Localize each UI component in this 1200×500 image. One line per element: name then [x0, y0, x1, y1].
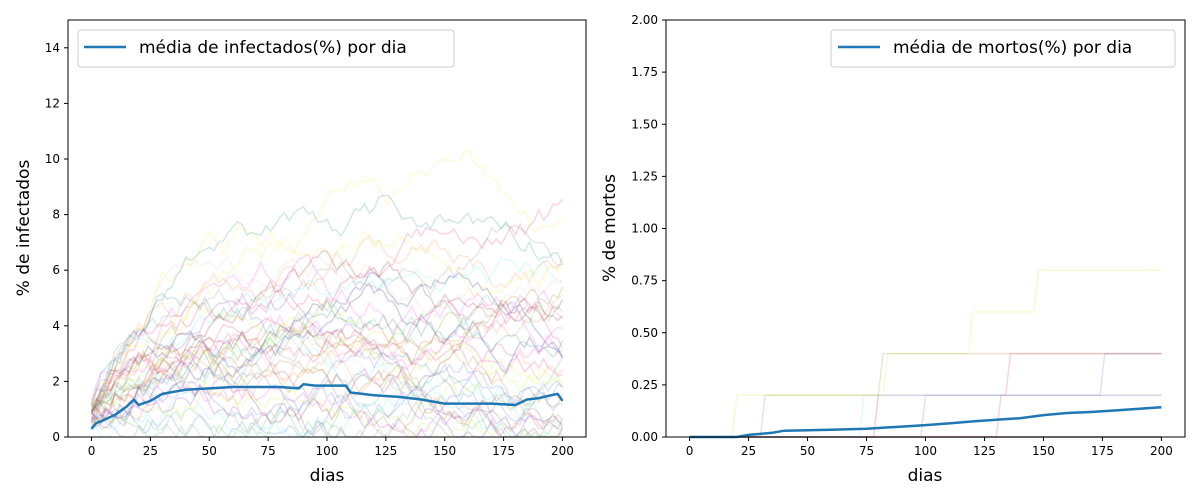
x-tick-label: 0 [88, 444, 96, 458]
background-run-line [90, 343, 563, 431]
background-run-line [90, 303, 563, 405]
background-run-line [90, 198, 564, 422]
background-run-line [91, 325, 564, 438]
x-tick-label: 0 [686, 444, 694, 458]
background-run-line [90, 235, 564, 413]
background-run-line [91, 286, 564, 421]
y-tick-label: 0.75 [631, 274, 658, 288]
y-tick-label: 0.00 [631, 430, 658, 444]
y-tick-label: 1.75 [631, 65, 658, 79]
background-run-line [90, 255, 564, 404]
background-run-line [91, 293, 564, 412]
background-run-line [90, 326, 563, 439]
x-tick-label: 50 [202, 444, 217, 458]
background-run-line [90, 326, 564, 438]
deaths-y-ticks: 0.00 0.25 0.50 0.75 1.00 1.25 1.50 1.75 2.00 [631, 13, 666, 444]
deaths-mean-series [689, 405, 1162, 439]
background-run-line [90, 291, 564, 438]
deaths-legend-label: média de mortos(%) por dia [893, 38, 1132, 58]
x-tick-label: 175 [1091, 444, 1114, 458]
infected-x-ticks: 0 25 50 75 100 125 150 175 200 [88, 437, 574, 458]
y-tick-label: 2 [52, 374, 60, 388]
background-run-line [90, 297, 564, 425]
background-run-line [91, 317, 564, 426]
infected-y-axis-label: % de infectados [14, 160, 34, 297]
background-run-line [91, 349, 563, 424]
background-run-line [91, 380, 564, 439]
y-tick-label: 4 [52, 319, 60, 333]
background-run-line [90, 357, 564, 439]
y-tick-label: 1.25 [631, 169, 658, 183]
y-tick-label: 12 [45, 96, 60, 110]
x-tick-label: 100 [316, 444, 339, 458]
infected-y-ticks: 0 2 4 6 8 10 12 14 [45, 41, 68, 444]
background-run-line [689, 269, 1162, 438]
y-tick-label: 14 [45, 41, 60, 55]
background-run-line [91, 320, 564, 420]
background-run-line [90, 292, 564, 407]
x-tick-label: 150 [1032, 444, 1055, 458]
y-tick-label: 0 [52, 430, 60, 444]
deaths-legend: média de mortos(%) por dia [830, 29, 1176, 68]
background-run-line [90, 253, 563, 401]
x-tick-label: 200 [551, 444, 574, 458]
x-tick-label: 75 [260, 444, 275, 458]
infected-mean-series [90, 382, 564, 430]
infected-background-runs [90, 148, 564, 439]
background-run-line [90, 281, 564, 414]
background-run-line [90, 323, 563, 434]
x-tick-label: 200 [1150, 444, 1173, 458]
infected-legend: média de infectados(%) por dia [77, 29, 455, 68]
deaths-x-axis-label: dias [908, 466, 943, 486]
background-run-line [90, 333, 564, 415]
y-tick-label: 0.50 [631, 326, 658, 340]
infected-x-axis-label: dias [310, 466, 345, 486]
background-run-line [90, 347, 564, 438]
mean-series-line [689, 405, 1162, 439]
y-tick-label: 0.25 [631, 378, 658, 392]
infected-legend-box [77, 29, 455, 68]
background-run-line [90, 271, 564, 430]
background-run-line [91, 294, 563, 413]
background-run-line [90, 395, 563, 439]
x-tick-label: 25 [741, 444, 756, 458]
background-run-line [90, 148, 564, 424]
x-tick-label: 125 [973, 444, 996, 458]
y-tick-label: 2.00 [631, 13, 658, 27]
background-run-line [91, 298, 564, 418]
x-tick-label: 175 [492, 444, 515, 458]
background-run-line [91, 381, 563, 439]
background-run-line [90, 299, 564, 425]
y-tick-label: 6 [52, 263, 60, 277]
deaths-x-ticks: 0 25 50 75 100 125 150 175 200 [686, 437, 1173, 458]
y-tick-label: 8 [52, 208, 60, 222]
x-tick-label: 125 [374, 444, 397, 458]
x-tick-label: 25 [143, 444, 158, 458]
deaths-y-axis-label: % de mortos [600, 174, 620, 282]
background-run-line [90, 250, 564, 411]
deaths-chart: 0 25 50 75 100 125 150 175 200 0.00 0.25 0.50 0.75 1… [600, 13, 1186, 486]
deaths-legend-box [830, 29, 1176, 68]
infected-legend-label: média de infectados(%) por dia [139, 38, 407, 58]
background-run-line [90, 194, 564, 412]
background-run-line [90, 317, 563, 415]
mean-series-line [90, 382, 564, 430]
deaths-plot-frame [665, 19, 1186, 438]
x-tick-label: 150 [433, 444, 456, 458]
x-tick-label: 100 [914, 444, 937, 458]
x-tick-label: 50 [800, 444, 815, 458]
background-run-line [90, 334, 563, 428]
background-run-line [91, 362, 564, 438]
background-run-line [90, 229, 564, 410]
background-run-line [90, 256, 563, 422]
y-tick-label: 10 [45, 152, 60, 166]
background-run-line [90, 223, 563, 405]
y-tick-label: 1.50 [631, 117, 658, 131]
y-tick-label: 1.00 [631, 222, 658, 236]
background-run-line [689, 352, 1162, 438]
background-run-line [91, 362, 563, 425]
x-tick-label: 75 [859, 444, 874, 458]
